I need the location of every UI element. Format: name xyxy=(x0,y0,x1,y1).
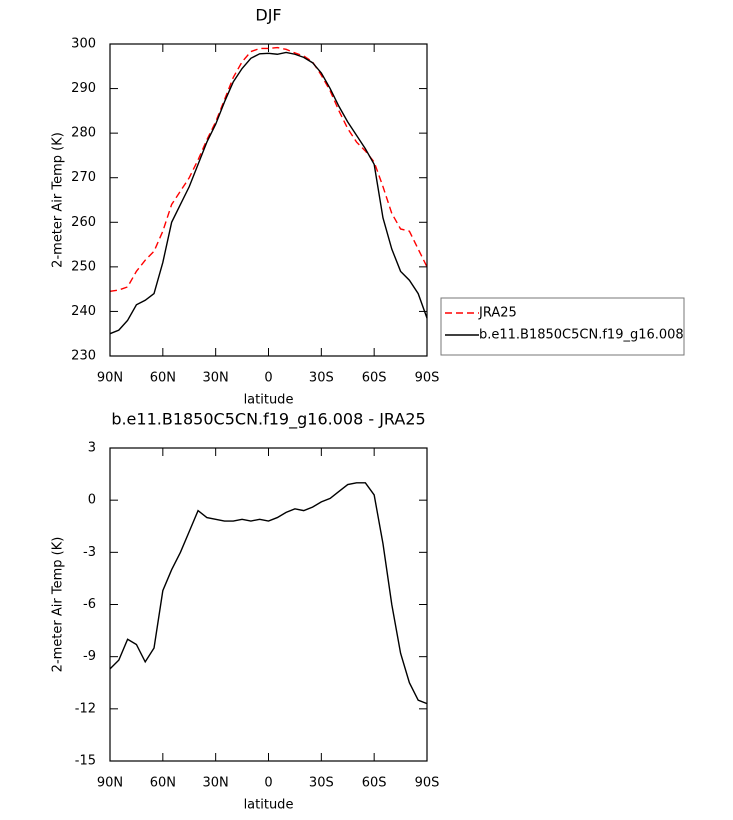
y-tick-label: -3 xyxy=(83,545,96,560)
y-tick-label: 280 xyxy=(71,126,96,141)
x-tick-label: 90S xyxy=(415,371,440,386)
y-axis-label: 2-meter Air Temp (K) xyxy=(51,132,66,268)
plot-frame xyxy=(109,43,428,357)
legend-box xyxy=(440,297,685,356)
chart-title: b.e11.B1850C5CN.f19_g16.008 - JRA25 xyxy=(111,410,425,430)
y-tick-label: 230 xyxy=(71,349,96,364)
y-axis-label: 2-meter Air Temp (K) xyxy=(51,537,66,673)
legend-label: b.e11.B1850C5CN.f19_g16.008 xyxy=(479,328,684,343)
y-tick-label: 300 xyxy=(71,37,96,52)
y-tick-label: -6 xyxy=(83,597,96,612)
x-tick-label: 60S xyxy=(362,776,387,791)
y-tick-label: 270 xyxy=(71,170,96,185)
x-tick-label: 0 xyxy=(264,371,272,386)
x-tick-label: 90N xyxy=(97,776,123,791)
y-tick-label: 0 xyxy=(88,493,96,508)
x-tick-label: 60S xyxy=(362,371,387,386)
data-line xyxy=(109,482,428,705)
y-tick-label: -15 xyxy=(75,754,96,769)
y-tick-label: 250 xyxy=(71,259,96,274)
y-tick-label: 3 xyxy=(88,441,96,456)
x-tick-label: 0 xyxy=(264,776,272,791)
x-tick-label: 60N xyxy=(150,371,176,386)
x-tick-label: 90N xyxy=(97,371,123,386)
data-line xyxy=(109,46,428,293)
x-tick-label: 90S xyxy=(415,776,440,791)
data-line xyxy=(109,51,428,335)
x-tick-label: 30S xyxy=(309,776,334,791)
y-tick-label: 240 xyxy=(71,304,96,319)
x-tick-label: 30N xyxy=(203,371,229,386)
y-tick-label: 260 xyxy=(71,215,96,230)
legend-label: JRA25 xyxy=(478,306,517,321)
x-axis-label: latitude xyxy=(244,393,294,408)
plot-frame xyxy=(109,447,428,762)
chart-title: DJF xyxy=(255,6,281,25)
y-tick-label: 290 xyxy=(71,81,96,96)
x-tick-label: 30S xyxy=(309,371,334,386)
y-tick-label: -12 xyxy=(75,701,96,716)
x-axis-label: latitude xyxy=(244,798,294,813)
x-tick-label: 30N xyxy=(203,776,229,791)
y-tick-label: -9 xyxy=(83,649,96,664)
x-tick-label: 60N xyxy=(150,776,176,791)
